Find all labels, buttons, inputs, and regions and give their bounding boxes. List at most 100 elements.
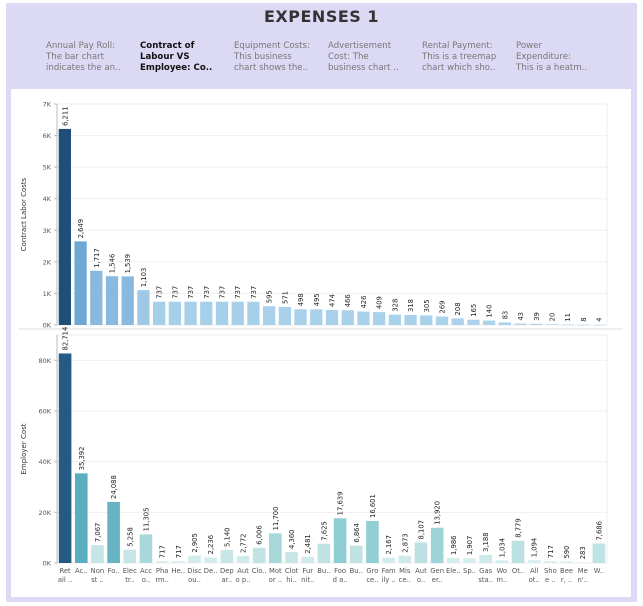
story-tab-text: indicates the an.. [46,63,121,73]
bar [398,555,412,563]
story-tabs: Annual Pay Roll: The bar chart indicates t… [0,41,643,81]
x-category-label: Ele.. [446,567,461,575]
x-category-label: W.. [594,567,604,575]
bar [278,306,291,325]
y-tick-label: 7K [43,101,52,109]
x-category-label: Non [91,567,105,575]
bar [349,545,363,563]
bar [204,557,217,563]
bar [483,320,496,325]
data-label: 737 [203,286,211,299]
bar [301,556,315,563]
x-category-label: Wo [497,567,507,575]
bar [592,543,606,563]
data-label: 1,717 [93,248,101,267]
x-category-label: Acc [140,567,152,575]
bar [200,301,213,325]
data-label: 737 [219,286,227,299]
story-tab-5[interactable]: Rental Payment: This is a treemap chart wh… [422,41,510,74]
x-category-label: ce.. [366,576,378,584]
bar [577,324,590,326]
x-category-label: sta.. [478,576,493,584]
data-label: 7,686 [595,521,603,540]
bar [414,542,428,563]
bar [310,309,323,325]
x-category-label: Ot.. [512,567,524,575]
story-tab-2[interactable]: Contract of Labour VS Employee: Co.. [140,41,228,74]
x-category-label: Fo.. [108,567,120,575]
story-tab-text: chart shows the.. [234,63,309,73]
data-label: 1,907 [466,536,474,555]
bar [184,301,197,325]
y-tick-label: 60K [38,408,51,416]
bar [263,306,276,325]
data-label: 24,088 [110,475,118,499]
bar [560,561,573,563]
bar [447,557,460,563]
x-category-label: e .. [545,576,556,584]
data-label: 39 [533,312,541,321]
bar [90,270,103,325]
bar [317,543,331,563]
x-category-label: Gro [366,567,378,575]
y-tick-label: 40K [38,458,51,466]
bar [479,554,492,563]
bar [333,518,347,563]
bar [430,527,444,563]
data-label: 43 [517,312,525,321]
data-label: 737 [171,286,179,299]
bar [231,301,244,325]
data-label: 495 [313,293,321,306]
x-category-label: Ret [59,567,71,575]
data-label: 474 [329,294,337,307]
data-label: 305 [423,299,431,312]
x-category-label: Elec [123,567,137,575]
bar [467,319,480,325]
data-label: 717 [547,545,555,558]
data-label: 2,649 [77,219,85,238]
story-tab-4[interactable]: Advertisement Cost: The business chart .. [328,41,416,74]
data-label: 595 [266,290,274,303]
bar [285,551,298,563]
y-axis-title: Contract Labor Costs [20,177,28,251]
data-label: 717 [159,545,167,558]
data-label: 466 [344,294,352,307]
story-tab-text: chart which sho.. [422,63,496,73]
x-category-label: De.. [204,567,218,575]
data-label: 165 [470,304,478,317]
x-category-label: All [530,567,539,575]
x-category-label: er.. [432,576,443,584]
bar [91,545,104,563]
story-tab-1[interactable]: Annual Pay Roll: The bar chart indicates t… [46,41,134,74]
y-tick-label: 1K [43,290,52,298]
story-tab-6[interactable]: Power Expenditure: This is a heatm.. [516,41,604,74]
y-axis-title: Employer Cost [20,423,28,474]
bar [252,547,266,563]
x-category-label: Foo [334,567,346,575]
bar [74,473,88,563]
bar [561,324,574,326]
data-label: 82,714 [62,327,70,351]
x-category-label: Bu.. [317,567,330,575]
story-tab-text: Employee: Co.. [140,63,213,73]
x-category-label: st .. [91,576,104,584]
x-category-label: Gas [479,567,492,575]
data-label: 11 [564,313,572,322]
data-label: 140 [486,305,494,318]
bar [188,555,201,563]
data-label: 717 [175,545,183,558]
bar [58,128,71,325]
data-label: 1,546 [109,254,117,273]
story-tab-3[interactable]: Equipment Costs: This business chart shows… [234,41,322,74]
story-tab-text: Annual Pay Roll: [46,41,115,51]
bar [269,533,282,563]
data-label: 2,905 [191,533,199,552]
x-category-label: or .. [269,576,282,584]
data-label: 7,625 [320,521,328,540]
data-label: 2,236 [207,535,215,554]
bar [530,323,543,325]
data-label: 409 [376,296,384,309]
story-tab-text: This business [234,52,292,62]
x-category-label: ot.. [529,576,540,584]
data-label: 5,258 [126,527,134,546]
